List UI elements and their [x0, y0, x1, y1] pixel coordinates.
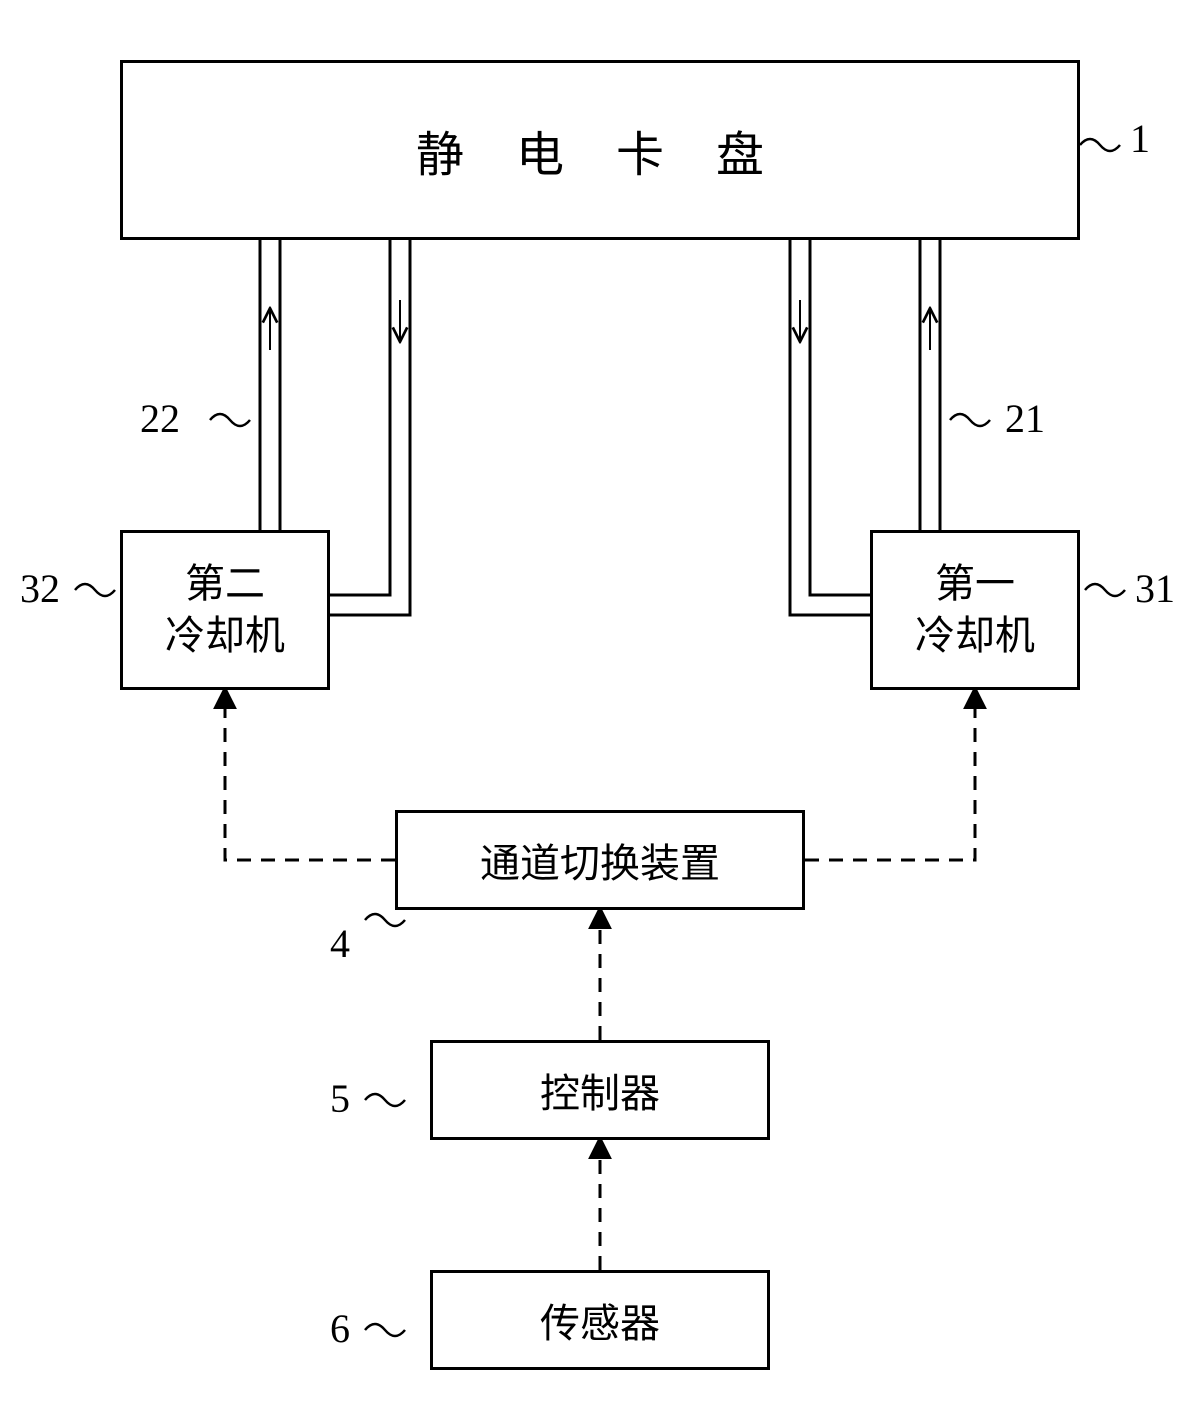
- box-cooler-1: 第一 冷却机: [870, 530, 1080, 690]
- ref-22: 22: [140, 395, 180, 442]
- box-controller: 控制器: [430, 1040, 770, 1140]
- label-sensor: 传感器: [540, 1291, 660, 1349]
- box-channel-switch: 通道切换装置: [395, 810, 805, 910]
- label-cooler-1: 第一 冷却机: [915, 558, 1035, 662]
- box-sensor: 传感器: [430, 1270, 770, 1370]
- channel-right-down: [790, 240, 870, 615]
- ref-31: 31: [1135, 565, 1175, 612]
- box-cooler-2: 第二 冷却机: [120, 530, 330, 690]
- ref-21: 21: [1005, 395, 1045, 442]
- label-cooler-2: 第二 冷却机: [165, 558, 285, 662]
- channel-left-down: [330, 240, 410, 615]
- box-electrostatic-chuck: 静 电 卡 盘: [120, 60, 1080, 240]
- label-channel-switch: 通道切换装置: [480, 831, 720, 889]
- channel-right-up: [920, 240, 940, 530]
- ref-6: 6: [330, 1305, 350, 1352]
- label-controller: 控制器: [540, 1061, 660, 1119]
- ref-5: 5: [330, 1075, 350, 1122]
- label-electrostatic-chuck: 静 电 卡 盘: [416, 115, 784, 185]
- dash-switch-cooler2: [225, 690, 395, 860]
- leader-lines: [75, 139, 1125, 1336]
- dash-switch-cooler1: [805, 690, 975, 860]
- channel-left-up: [260, 240, 280, 530]
- ref-32: 32: [20, 565, 60, 612]
- ref-4: 4: [330, 920, 350, 967]
- ref-1: 1: [1130, 115, 1150, 162]
